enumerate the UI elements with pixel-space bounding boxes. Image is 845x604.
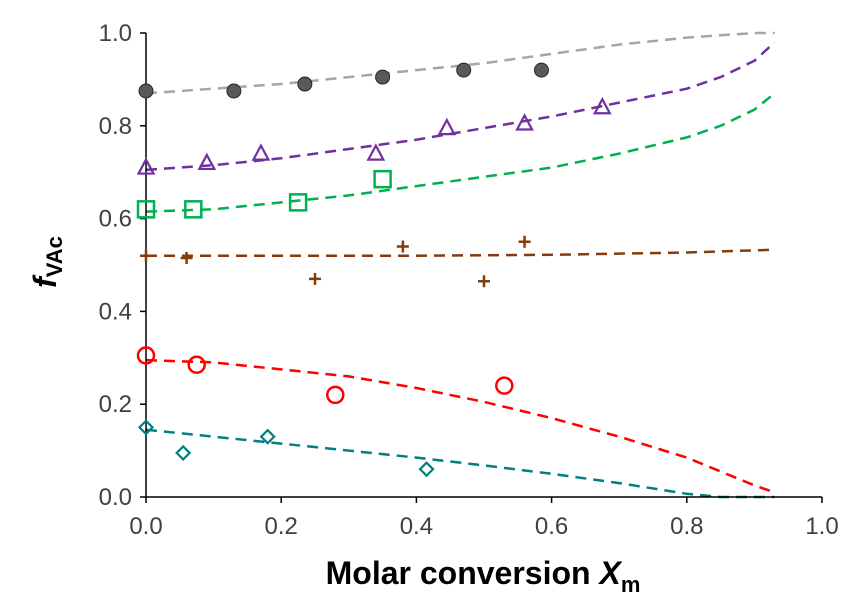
data-point-series-3 (373, 169, 392, 189)
data-point-series-2 (592, 96, 612, 115)
data-point-series-2 (437, 117, 457, 136)
data-point-series-1 (138, 83, 154, 99)
x-tick-label: 1.0 (805, 513, 838, 540)
data-point-series-1 (456, 62, 472, 78)
fit-lines (145, 31, 776, 499)
data-point-series-6 (175, 444, 192, 461)
x-axis-title-main: Molar conversion (326, 555, 600, 591)
data-markers (136, 62, 612, 478)
data-point-series-1 (226, 83, 242, 99)
data-point-series-6 (418, 461, 435, 478)
fit-line-series-3 (145, 92, 776, 213)
fit-line-series-5 (145, 358, 776, 494)
y-axis-title-sub: VAc (42, 236, 67, 277)
data-point-series-4 (140, 249, 152, 262)
data-point-series-5 (187, 355, 206, 375)
data-point-series-6 (137, 419, 155, 436)
data-point-series-4 (396, 240, 409, 253)
x-tick-labels: 0.0 0.2 0.4 0.6 0.8 1.0 (129, 513, 838, 540)
data-point-series-1 (297, 76, 313, 92)
x-tick-label: 0.4 (400, 513, 433, 540)
y-tick-label: 0.4 (99, 298, 132, 325)
data-point-series-4 (518, 235, 531, 248)
x-tick-label: 0.2 (265, 513, 298, 540)
data-point-series-5 (136, 346, 156, 365)
data-point-series-1 (533, 62, 549, 78)
data-point-series-5 (326, 385, 345, 405)
data-point-series-2 (251, 143, 271, 161)
x-axis-title-sub: m (621, 572, 641, 597)
data-point-series-2 (136, 157, 156, 175)
x-axis-title: Molar conversion Xm (326, 555, 641, 597)
data-point-series-2 (197, 152, 217, 171)
data-point-series-4 (309, 272, 321, 285)
data-point-series-4 (180, 252, 193, 265)
data-point-series-5 (495, 376, 514, 395)
y-tick-label: 0.6 (99, 206, 132, 233)
y-tick-labels: 0.0 0.2 0.4 0.6 0.8 1.0 (99, 20, 132, 511)
data-point-series-4 (478, 275, 490, 288)
data-point-series-2 (366, 143, 386, 161)
y-axis-title-var: f (27, 274, 63, 288)
data-point-series-1 (375, 69, 391, 85)
fit-line-series-1 (145, 31, 775, 95)
x-tick-label: 0.0 (129, 513, 162, 540)
x-axis-title-var: X (597, 555, 622, 591)
y-tick-label: 1.0 (99, 20, 132, 47)
data-point-series-3 (184, 200, 203, 219)
fit-line-series-2 (145, 41, 776, 172)
fit-line-series-4 (146, 248, 775, 257)
data-point-series-6 (259, 428, 276, 445)
fit-line-series-6 (145, 428, 775, 499)
data-point-series-3 (288, 193, 308, 212)
x-tick-label: 0.6 (535, 513, 568, 540)
x-tick-label: 0.8 (670, 513, 703, 540)
y-axis-title: fVAc (27, 236, 67, 288)
y-tick-label: 0.8 (99, 113, 132, 140)
data-point-series-3 (136, 200, 156, 219)
axes (140, 32, 823, 503)
y-tick-label: 0.2 (99, 391, 132, 418)
data-point-series-2 (515, 113, 534, 131)
y-tick-label: 0.0 (99, 484, 132, 511)
